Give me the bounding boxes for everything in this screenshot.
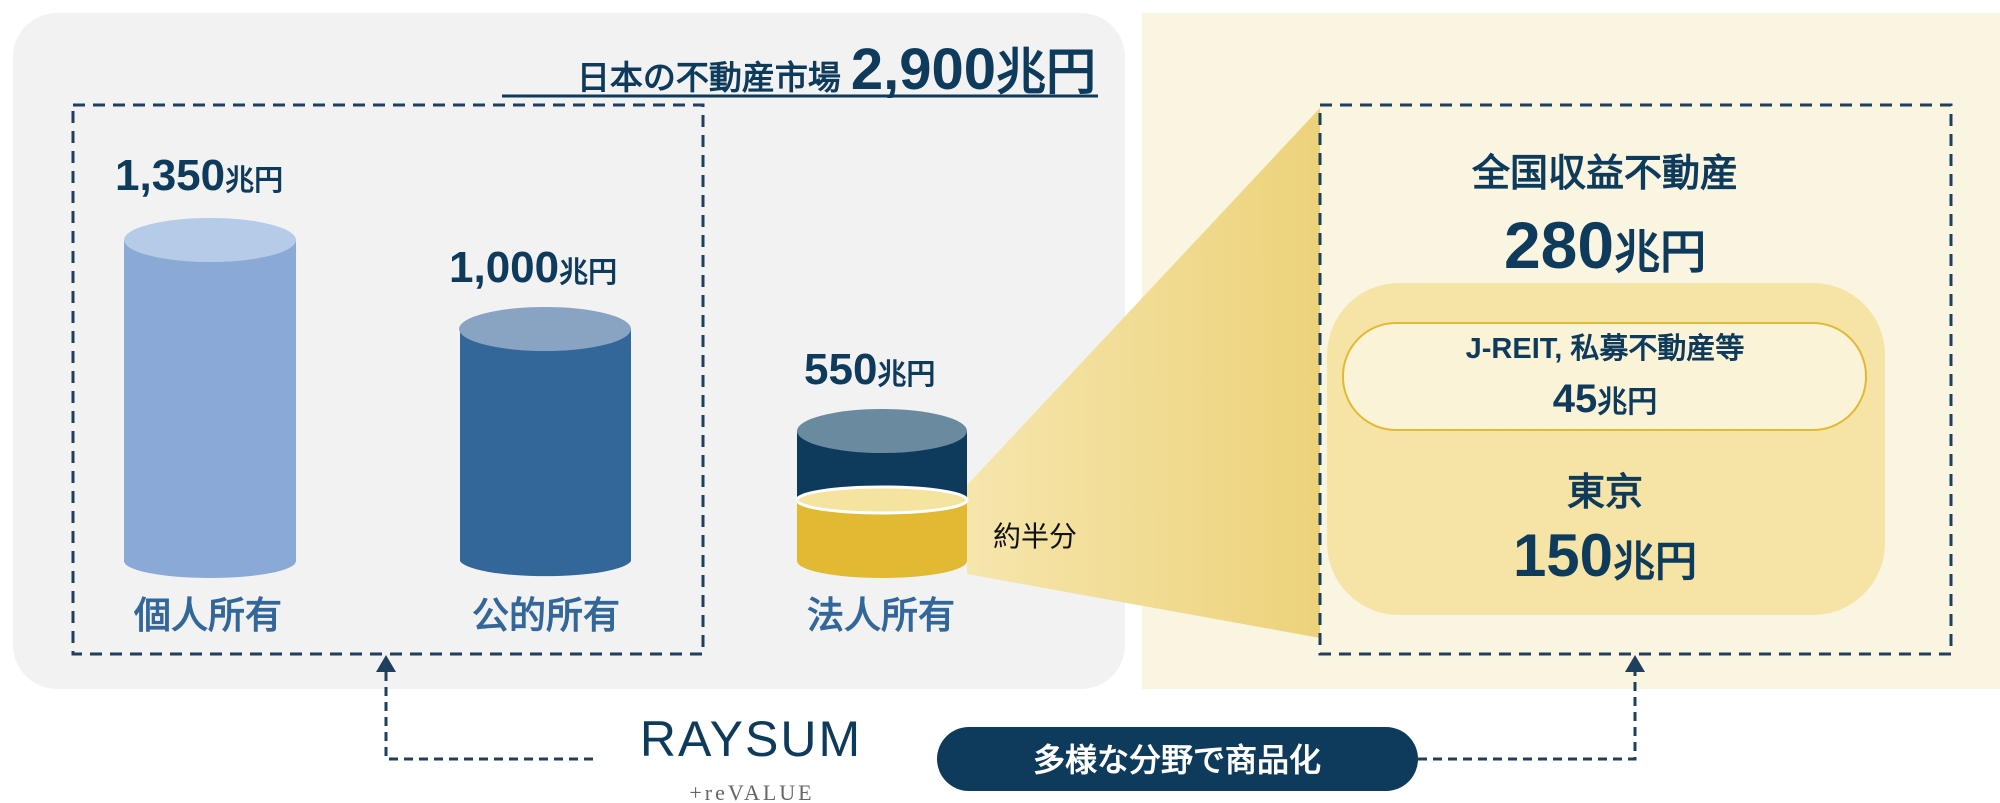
cylinder bbox=[124, 218, 296, 578]
arrow bbox=[1418, 668, 1637, 761]
button[interactable] bbox=[937, 727, 1418, 791]
dashed-box bbox=[71, 103, 705, 656]
cylinder bbox=[459, 307, 631, 577]
amount: 1,000兆円 bbox=[449, 243, 617, 292]
funnel bbox=[967, 108, 1320, 638]
cylinder bbox=[795, 409, 969, 578]
tokyo-label: 東京 bbox=[1567, 472, 1643, 514]
amount: 1,350兆円 bbox=[115, 151, 283, 200]
detail-title: 全国収益不動産 bbox=[1471, 152, 1738, 195]
reit-pill bbox=[1342, 322, 1867, 431]
arrowhead bbox=[376, 655, 396, 672]
reit-amount: 45兆円 bbox=[1553, 377, 1658, 421]
button-label[interactable]: 多様な分野で商品化 bbox=[1033, 742, 1321, 778]
logo-tagline: +reVALUE bbox=[689, 780, 814, 803]
arrowhead bbox=[1625, 655, 1645, 672]
title: 日本の不動産市場 2,900兆円 bbox=[577, 37, 1096, 102]
arrow bbox=[384, 668, 593, 761]
note: 約半分 bbox=[993, 521, 1077, 552]
logo: RAYSUM bbox=[640, 711, 862, 767]
dashed-box bbox=[1318, 103, 1953, 656]
tokyo-amount: 150兆円 bbox=[1513, 522, 1697, 589]
amount: 550兆円 bbox=[804, 345, 935, 394]
reit-label: J-REIT, 私募不動産等 bbox=[1466, 331, 1745, 365]
category-label: 公的所有 bbox=[472, 595, 620, 636]
detail-amount: 280兆円 bbox=[1504, 208, 1706, 282]
category-label: 個人所有 bbox=[133, 595, 282, 636]
category-label: 法人所有 bbox=[807, 595, 955, 636]
